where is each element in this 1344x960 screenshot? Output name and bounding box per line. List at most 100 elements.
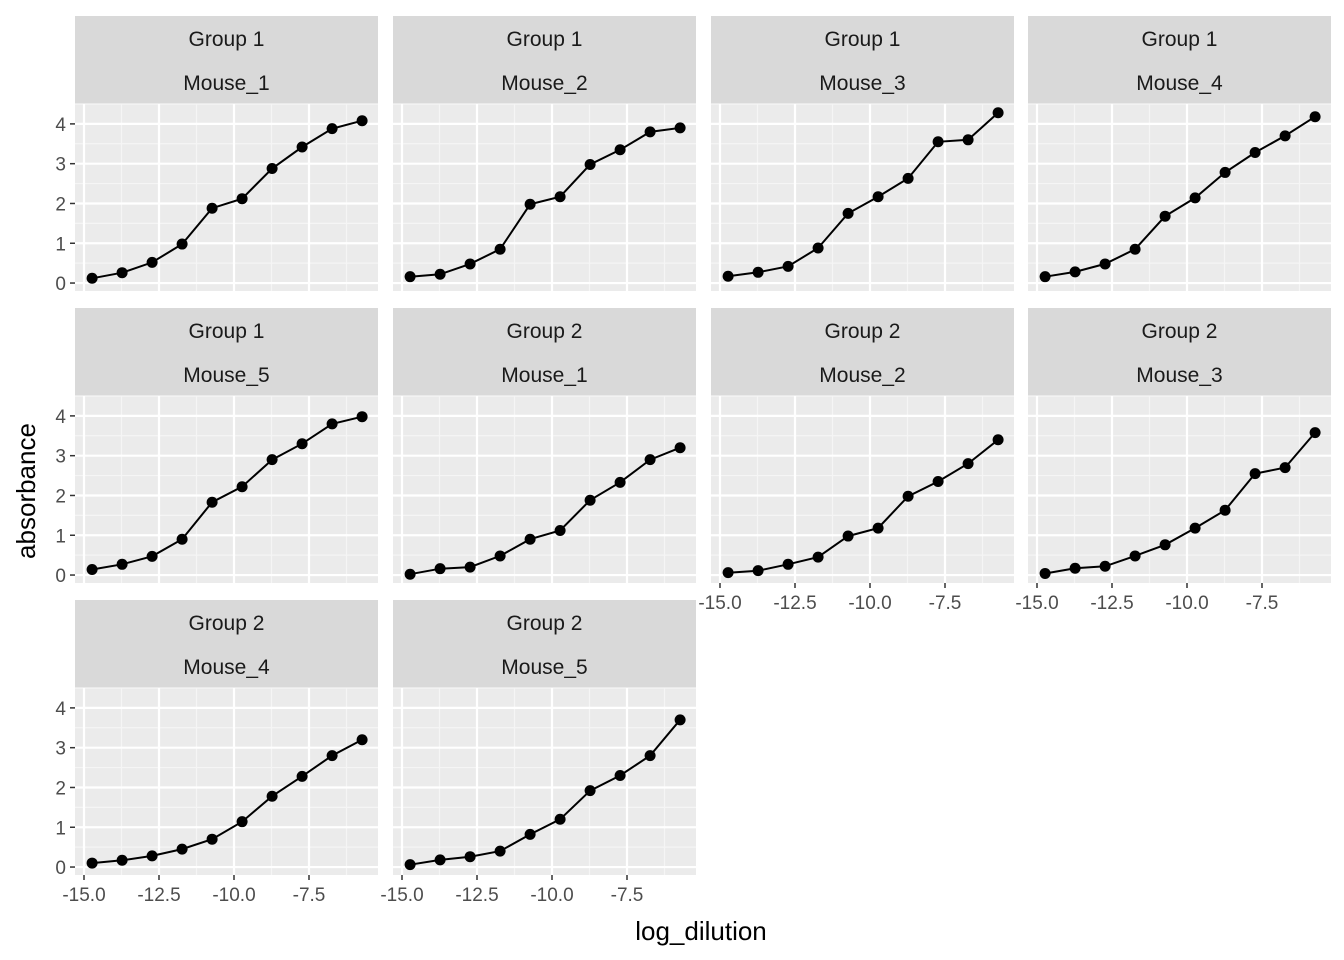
strip-group-label: Group 1 [1142, 28, 1218, 51]
panel-background [711, 104, 1014, 291]
x-tick-label: -7.5 [293, 885, 326, 906]
data-point [962, 458, 974, 470]
x-tick-label: -12.5 [773, 593, 816, 614]
data-point [1159, 210, 1171, 222]
series-line [91, 119, 363, 280]
data-point [1279, 130, 1291, 142]
data-point [584, 158, 596, 170]
panel-background [711, 396, 1014, 583]
data-point [1099, 560, 1111, 572]
x-tick-label: -15.0 [62, 885, 105, 906]
y-tick-label: 1 [55, 526, 66, 547]
strip-mouse-bg [1028, 60, 1331, 104]
data-point [722, 567, 734, 579]
strip-mouse-bg [393, 352, 696, 396]
data-point [752, 266, 764, 278]
strip-group-label: Group 1 [189, 28, 265, 51]
strip-group-label: Group 2 [507, 612, 583, 635]
data-point [494, 243, 506, 255]
data-point [644, 750, 656, 762]
x-tick-label: -10.0 [530, 885, 573, 906]
data-point [404, 859, 416, 871]
data-point [326, 418, 338, 430]
data-point [1249, 468, 1261, 480]
strip-group-label: Group 1 [507, 28, 583, 51]
data-point [524, 828, 536, 840]
facet-panel: Group 2 Mouse_3 -15.0 -12.5 -10.0 -7.5 [1015, 308, 1331, 614]
data-point [434, 854, 446, 866]
x-tick-label: -7.5 [611, 885, 644, 906]
data-point [266, 790, 278, 802]
x-tick-label: -15.0 [698, 593, 741, 614]
data-point [266, 454, 278, 466]
data-point [356, 115, 368, 127]
x-tick-label: -15.0 [1015, 593, 1058, 614]
data-point [782, 558, 794, 570]
y-tick-label: 3 [55, 447, 66, 468]
facet-panel: Group 1 Mouse_3 [711, 16, 1014, 291]
data-point [554, 524, 566, 536]
data-point [494, 550, 506, 562]
data-point [614, 144, 626, 156]
data-point [842, 530, 854, 542]
x-tick-label: -10.0 [1165, 593, 1208, 614]
data-point [434, 563, 446, 575]
strip-mouse-bg [711, 352, 1014, 396]
data-point [674, 714, 686, 726]
data-point [644, 454, 656, 466]
data-point [722, 270, 734, 282]
series-line [727, 112, 999, 278]
data-point [464, 851, 476, 863]
y-tick-label: 2 [55, 486, 66, 507]
strip-mouse-label: Mouse_1 [501, 364, 587, 387]
data-point [86, 857, 98, 869]
data-point [992, 434, 1004, 446]
data-point [1129, 550, 1141, 562]
strip-group-bg [1028, 308, 1331, 352]
strip-group-bg [75, 600, 378, 644]
strip-mouse-label: Mouse_5 [183, 364, 269, 387]
data-point [1189, 192, 1201, 204]
data-point [434, 268, 446, 280]
data-point [614, 770, 626, 782]
strip-mouse-label: Mouse_4 [183, 656, 270, 679]
data-point [86, 563, 98, 575]
data-point [1039, 567, 1051, 579]
data-point [146, 256, 158, 268]
y-tick-label: 4 [55, 115, 66, 136]
x-tick-label: -10.0 [848, 593, 891, 614]
data-point [1069, 266, 1081, 278]
data-point [584, 494, 596, 506]
y-tick-label: 0 [55, 858, 66, 879]
strip-mouse-bg [75, 60, 378, 104]
strip-group-label: Group 2 [189, 612, 265, 635]
data-point [206, 833, 218, 845]
strip-mouse-bg [75, 352, 378, 396]
facet-panel: Group 1 Mouse_2 [393, 16, 696, 291]
y-tick-label: 1 [55, 234, 66, 255]
x-tick-label: -12.5 [137, 885, 180, 906]
series-line [409, 446, 681, 576]
facet-panel: Group 1 Mouse_5 0 1 2 3 4 [55, 308, 378, 587]
series-line [728, 439, 999, 574]
y-tick-label: 0 [55, 566, 66, 587]
data-point [404, 568, 416, 580]
data-point [236, 481, 248, 493]
y-tick-label: 2 [55, 194, 66, 215]
x-tick-label: -7.5 [1246, 593, 1279, 614]
data-point [554, 191, 566, 203]
data-point [206, 202, 218, 214]
strip-group-label: Group 1 [189, 320, 265, 343]
strip-mouse-label: Mouse_3 [1136, 364, 1222, 387]
facet-panel: Group 1 Mouse_4 [1028, 16, 1331, 291]
data-point [296, 438, 308, 450]
y-tick-label: 3 [55, 739, 66, 760]
strip-group-bg [393, 308, 696, 352]
strip-group-bg [711, 16, 1014, 60]
strip-mouse-bg [393, 644, 696, 688]
data-point [494, 845, 506, 857]
data-point [1279, 462, 1291, 474]
data-point [464, 258, 476, 270]
strip-mouse-bg [393, 60, 696, 104]
